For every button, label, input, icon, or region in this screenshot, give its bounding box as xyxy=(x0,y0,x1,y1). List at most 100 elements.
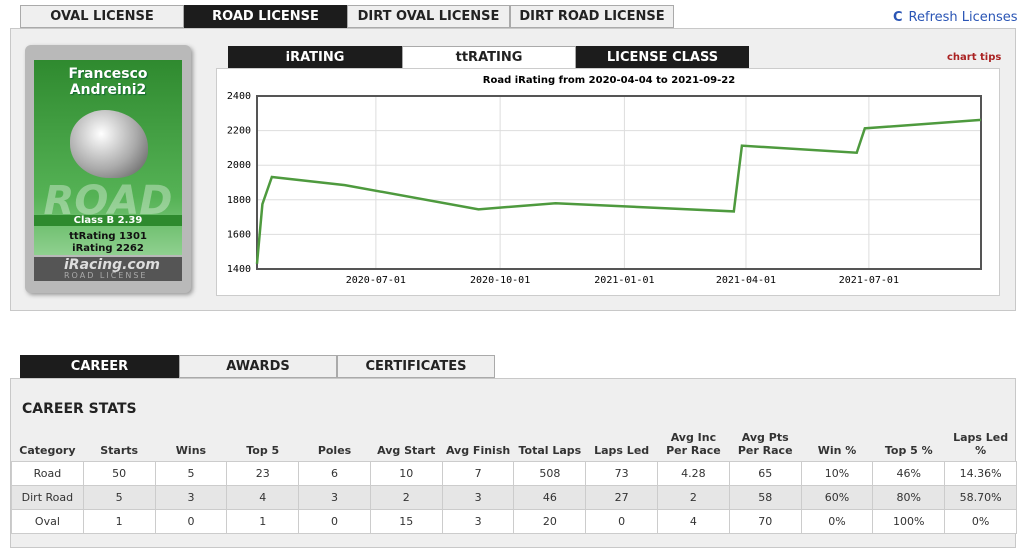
x-tick-label: 2020-10-01 xyxy=(470,275,530,286)
table-cell: 0 xyxy=(585,509,659,534)
table-cell: 58.70% xyxy=(944,485,1017,510)
chart-tips[interactable]: chart tips xyxy=(947,52,1002,63)
license-tab[interactable]: DIRT OVAL LICENSE xyxy=(347,5,510,28)
y-tick-label: 1800 xyxy=(227,195,251,206)
table-cell: 0% xyxy=(800,509,874,534)
column-header: Avg Finish xyxy=(445,444,511,457)
driver-name: Francesco Andreini2 xyxy=(68,66,148,98)
brand: iRacing.com xyxy=(64,257,160,273)
x-tick-label: 2021-04-01 xyxy=(716,275,776,286)
column-header: Win % xyxy=(817,444,857,457)
career-title: CAREER STATS xyxy=(22,401,137,417)
table-cell: 14.36% xyxy=(944,461,1017,486)
table-cell: 2 xyxy=(657,485,730,510)
table-cell: 10 xyxy=(369,461,443,486)
career-table: Category Starts Wins Top 5 Poles Avg Start Avg… xyxy=(11,429,1017,534)
table-cell: 0 xyxy=(298,509,371,534)
career-panel: CAREER STATS Category Starts Wins Top 5 Pole… xyxy=(10,378,1017,548)
plot-frame xyxy=(256,95,982,270)
table-cell: 4 xyxy=(226,485,300,510)
column-header: Laps Led % xyxy=(953,431,1009,457)
table-cell: Oval xyxy=(11,509,84,534)
license-class: Class B 2.39 xyxy=(34,215,182,226)
table-cell: 73 xyxy=(585,461,659,486)
column-header: Avg Pts Per Race xyxy=(737,431,793,457)
table-cell: Road xyxy=(11,461,84,486)
table-cell: 50 xyxy=(82,461,156,486)
card-face: Francesco Andreini2 ROAD Class B 2.39 tt… xyxy=(34,60,182,255)
irating: iRating 2262 xyxy=(72,243,144,254)
rating-line xyxy=(255,118,982,264)
chart-tab[interactable]: iRATING xyxy=(228,46,402,69)
chart-tab[interactable]: LICENSE CLASS xyxy=(576,46,749,69)
chart-title: Road iRating from 2020-04-04 to 2021-09-… xyxy=(483,75,735,86)
refresh-link[interactable]: C Refresh Licenses xyxy=(893,10,1018,25)
table-cell: 20 xyxy=(513,509,587,534)
table-cell: 23 xyxy=(226,461,300,486)
table-cell: 4.28 xyxy=(657,461,730,486)
table-cell: 27 xyxy=(585,485,659,510)
chart-tab[interactable]: ttRATING xyxy=(402,46,576,69)
table-cell: 3 xyxy=(441,485,515,510)
column-header: Starts xyxy=(100,444,139,457)
table-cell: 1 xyxy=(82,509,156,534)
helmet-icon xyxy=(70,110,148,178)
y-tick-label: 2400 xyxy=(227,91,251,102)
chart-box: Road iRating from 2020-04-04 to 2021-09-… xyxy=(216,68,1000,296)
y-tick-label: 2000 xyxy=(227,160,251,171)
table-cell: 60% xyxy=(800,485,874,510)
table-cell: 46% xyxy=(872,461,946,486)
career-tab[interactable]: AWARDS xyxy=(179,355,337,378)
table-cell: 0 xyxy=(154,509,228,534)
column-header: Wins xyxy=(175,444,207,457)
table-cell: 58 xyxy=(728,485,802,510)
table-cell: 100% xyxy=(872,509,946,534)
column-header: Avg Inc Per Race xyxy=(666,431,721,457)
license-tab[interactable]: OVAL LICENSE xyxy=(20,5,184,28)
table-cell: 80% xyxy=(872,485,946,510)
column-header: Avg Start xyxy=(377,444,436,457)
column-header: Laps Led xyxy=(594,444,650,457)
column-header: Poles xyxy=(317,444,352,457)
table-cell: 15 xyxy=(369,509,443,534)
license-card: Francesco Andreini2 ROAD Class B 2.39 tt… xyxy=(25,45,191,293)
card-subtitle: ROAD LICENSE xyxy=(64,271,148,280)
column-header: Top 5 % xyxy=(884,444,933,457)
table-cell: 5 xyxy=(82,485,156,510)
x-tick-label: 2021-07-01 xyxy=(839,275,899,286)
table-cell: Dirt Road xyxy=(11,485,84,510)
column-header: Top 5 xyxy=(246,444,280,457)
column-header: Category xyxy=(19,444,76,457)
chart: Road iRating from 2020-04-04 to 2021-09-… xyxy=(227,75,982,286)
table-cell: 508 xyxy=(513,461,587,486)
table-cell: 1 xyxy=(226,509,300,534)
table-cell: 3 xyxy=(298,485,371,510)
table-cell: 7 xyxy=(441,461,515,486)
table-row: Dirt Road 5 3 4 3 2 3 46 27 2 58 60% 80% 58.70% xyxy=(11,485,1017,510)
license-tab[interactable]: DIRT ROAD LICENSE xyxy=(510,5,674,28)
table-cell: 0% xyxy=(944,509,1017,534)
table-row: Oval 1 0 1 0 15 3 20 0 4 70 0% 100% 0% xyxy=(11,509,1017,534)
y-tick-label: 1600 xyxy=(227,229,251,240)
table-row: Road 50 5 23 6 10 7 508 73 4.28 65 10% 46% 14.36% xyxy=(11,461,1017,486)
career-tab[interactable]: CAREER xyxy=(20,355,179,378)
brand-bar: iRacing.com ROAD LICENSE xyxy=(34,257,182,281)
career-tab[interactable]: CERTIFICATES xyxy=(337,355,495,378)
table-cell: 2 xyxy=(369,485,443,510)
table-cell: 46 xyxy=(513,485,587,510)
table-cell: 4 xyxy=(657,509,730,534)
table-cell: 3 xyxy=(441,509,515,534)
license-tab[interactable]: ROAD LICENSE xyxy=(184,5,347,28)
y-tick-label: 2200 xyxy=(227,126,251,137)
table-cell: 10% xyxy=(800,461,874,486)
x-tick-label: 2021-01-01 xyxy=(594,275,654,286)
refresh-text[interactable]: Refresh Licenses xyxy=(908,10,1018,25)
column-header: Total Laps xyxy=(518,444,582,457)
ttrating: ttRating 1301 xyxy=(69,231,147,242)
table-cell: 3 xyxy=(154,485,228,510)
x-tick-label: 2020-07-01 xyxy=(346,275,406,286)
table-cell: 6 xyxy=(298,461,371,486)
table-cell: 65 xyxy=(728,461,802,486)
y-tick-label: 1400 xyxy=(227,264,251,275)
